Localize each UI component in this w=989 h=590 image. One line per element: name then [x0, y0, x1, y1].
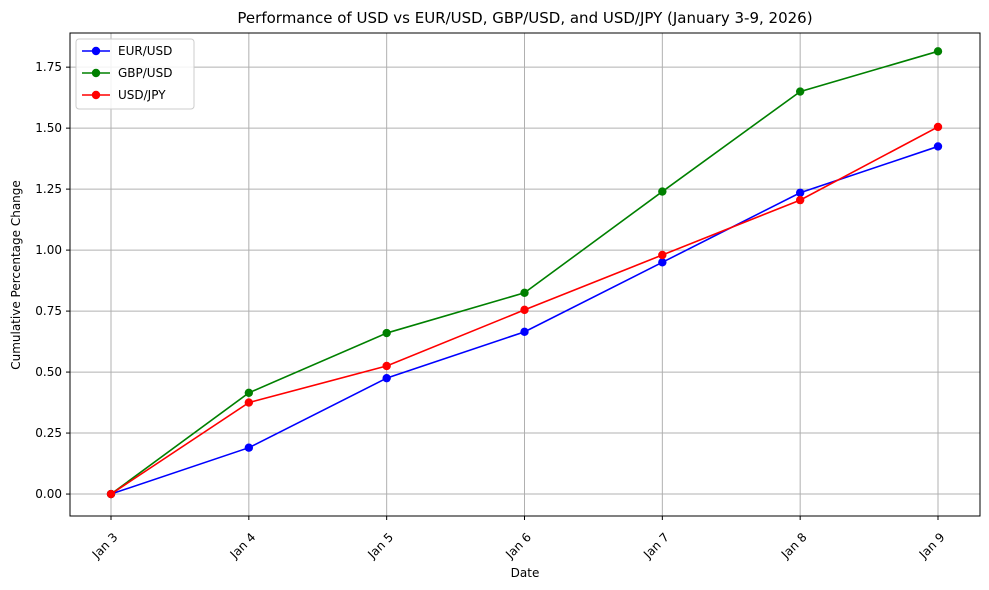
data-point: [244, 388, 254, 398]
data-point: [244, 398, 254, 407]
y-tick-label: 1.25: [35, 182, 62, 196]
legend-entry: GBP/USD: [82, 66, 172, 80]
x-tick-label: Jan 3: [89, 530, 121, 562]
x-axis-label: Date: [511, 566, 540, 580]
x-tick-label: Jan 4: [227, 530, 259, 562]
data-point: [933, 122, 943, 132]
data-point: [382, 373, 391, 383]
data-point: [658, 187, 667, 196]
legend-marker: [91, 68, 101, 78]
legend-box: [75, 38, 195, 110]
data-point: [658, 258, 667, 267]
y-tick-label: 0.00: [35, 487, 62, 501]
legend-label: EUR/USD: [118, 44, 172, 58]
data-point: [520, 327, 529, 337]
legend-marker: [91, 90, 101, 100]
data-point: [106, 489, 116, 499]
y-tick-label: 0.25: [35, 426, 62, 440]
data-point: [795, 195, 805, 205]
x-tick-label: Jan 6: [502, 530, 534, 562]
legend-label: GBP/USD: [118, 66, 172, 80]
y-tick-label: 1.00: [35, 243, 62, 257]
data-point: [520, 305, 529, 315]
y-tick-label: 1.75: [35, 60, 62, 74]
y-axis: 0.00 0.25 0.50 0.75 1.00 1.25 1.50 1.75: [35, 60, 70, 501]
x-tick-label: Jan 9: [916, 530, 948, 562]
legend-label: USD/JPY: [118, 88, 166, 102]
data-point: [933, 142, 943, 151]
y-tick-label: 1.50: [35, 121, 62, 135]
series-layer: [106, 47, 943, 499]
data-point: [244, 443, 254, 452]
legend: EUR/USD GBP/USD USD/JPY: [75, 38, 195, 110]
data-point: [382, 361, 391, 371]
series-usd-jpy: [106, 122, 943, 499]
y-tick-label: 0.50: [35, 365, 62, 379]
y-axis-label: Cumulative Percentage Change: [9, 180, 23, 370]
x-tick-label: Jan 7: [640, 530, 672, 562]
data-point: [795, 188, 805, 197]
y-tick-label: 0.75: [35, 304, 62, 318]
data-point: [795, 87, 805, 96]
legend-entry: USD/JPY: [82, 88, 166, 102]
grid: [70, 33, 980, 516]
data-point: [658, 250, 667, 260]
legend-entry: EUR/USD: [82, 44, 172, 58]
x-axis: Jan 3 Jan 4 Jan 5 Jan 6 Jan 7 Jan 8 Jan 9: [89, 516, 948, 562]
x-tick-label: Jan 5: [364, 530, 396, 562]
legend-marker: [91, 46, 101, 56]
data-point: [382, 328, 391, 338]
chart-title: Performance of USD vs EUR/USD, GBP/USD, …: [237, 9, 812, 27]
data-point: [520, 288, 529, 297]
data-point: [933, 47, 943, 56]
x-tick-label: Jan 8: [778, 530, 810, 562]
